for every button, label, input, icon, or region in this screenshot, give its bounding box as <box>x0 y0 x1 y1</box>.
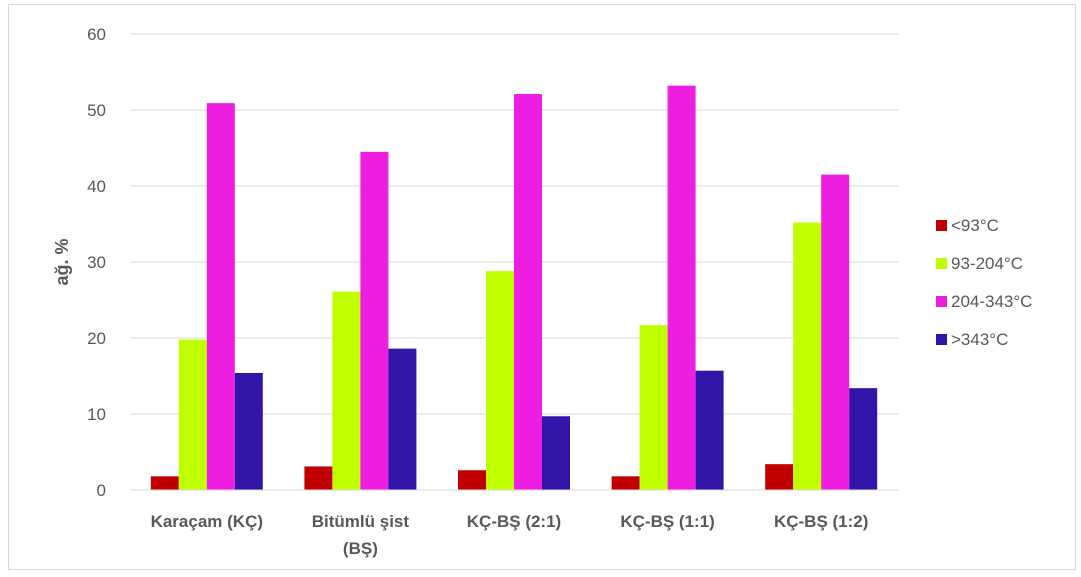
x-category-label: KÇ-BŞ (2:1) <box>467 512 561 531</box>
x-category-label: Karaçam (KÇ) <box>151 512 263 531</box>
legend-swatch <box>936 296 947 307</box>
bar <box>542 416 570 490</box>
x-category-label: KÇ-BŞ (1:1) <box>620 512 714 531</box>
y-axis-ticks: 0 10 20 30 40 50 60 <box>87 25 106 500</box>
bar <box>458 470 486 490</box>
bars <box>150 85 878 491</box>
bar <box>360 151 389 491</box>
legend-label: <93°C <box>951 216 999 235</box>
y-tick-label: 60 <box>87 25 106 44</box>
bar <box>695 370 724 490</box>
bar <box>667 85 696 491</box>
y-tick-label: 10 <box>87 405 106 424</box>
bar <box>332 291 361 490</box>
bar <box>388 348 417 490</box>
y-axis-label: ağ. % <box>52 238 72 285</box>
legend-label: >343°C <box>951 330 1008 349</box>
bar <box>611 476 640 490</box>
bar <box>486 271 514 490</box>
bar <box>821 174 850 490</box>
bar <box>639 325 668 490</box>
y-tick-label: 30 <box>87 253 106 272</box>
bar <box>849 388 878 490</box>
y-tick-label: 40 <box>87 177 106 196</box>
y-tick-label: 50 <box>87 101 106 120</box>
bar <box>304 466 333 490</box>
x-axis-categories: Karaçam (KÇ) Bitümlü şist (BŞ) KÇ-BŞ (2:1) K… <box>151 512 869 558</box>
bar <box>234 372 263 490</box>
bar <box>765 464 794 490</box>
legend-swatch <box>936 258 947 269</box>
y-tick-label: 20 <box>87 329 106 348</box>
legend-label: 93-204°C <box>951 254 1023 273</box>
bar <box>178 339 207 490</box>
x-category-label: (BŞ) <box>343 539 378 558</box>
y-tick-label: 0 <box>97 481 106 500</box>
legend-swatch <box>936 334 947 345</box>
x-category-label: Bitümlü şist <box>312 512 410 531</box>
x-category-label: KÇ-BŞ (1:2) <box>774 512 868 531</box>
bar <box>150 476 179 490</box>
bar <box>514 94 542 490</box>
legend: <93°C 93-204°C 204-343°C >343°C <box>936 216 1032 349</box>
bar <box>793 222 822 491</box>
legend-swatch <box>936 220 947 231</box>
legend-label: 204-343°C <box>951 292 1032 311</box>
bar <box>206 103 235 490</box>
